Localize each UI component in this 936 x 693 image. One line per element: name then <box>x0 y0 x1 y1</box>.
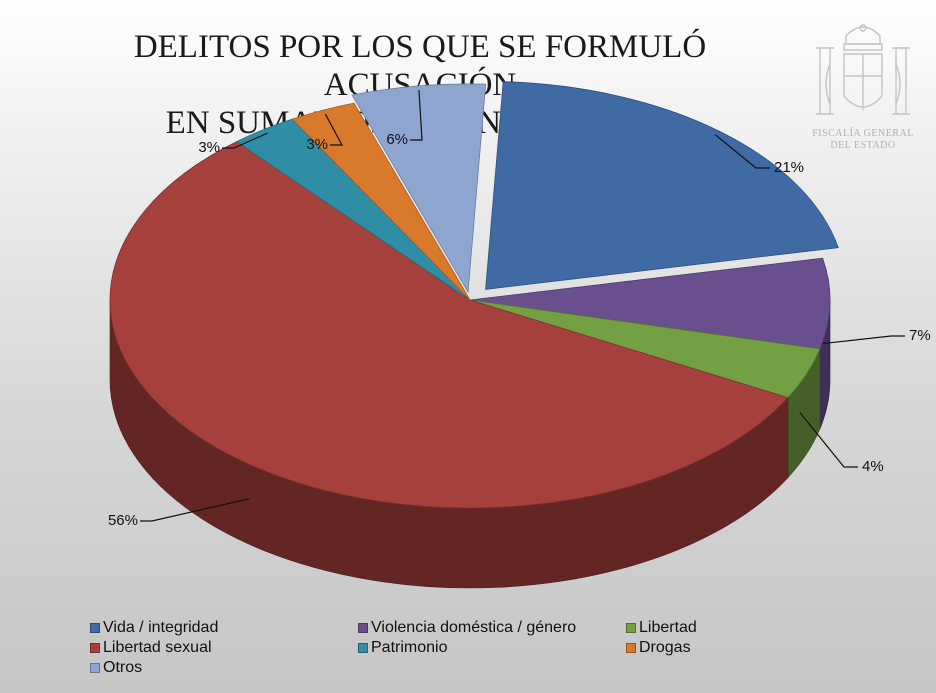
data-label-2: 7% <box>909 327 931 344</box>
legend-swatch <box>90 662 100 673</box>
legend-swatch <box>626 642 636 653</box>
legend-swatch <box>626 622 636 633</box>
legend-label: Patrimonio <box>371 638 448 656</box>
legend-item: Libertad <box>626 618 810 637</box>
legend-label: Vida / integridad <box>103 618 219 636</box>
data-label-6: 3% <box>306 136 328 153</box>
legend-swatch <box>90 642 100 653</box>
legend-label: Otros <box>103 658 143 676</box>
legend-swatch <box>90 622 100 633</box>
legend-item: Vida / integridad <box>90 618 358 637</box>
legend-item: Patrimonio <box>358 638 626 657</box>
legend-label: Libertad <box>639 618 697 636</box>
data-label-7: 6% <box>386 131 408 148</box>
data-label-5: 3% <box>198 139 220 156</box>
legend: Vida / integridad Violencia doméstica / g… <box>90 618 810 677</box>
leader-line-7 <box>410 90 423 141</box>
legend-item: Otros <box>90 658 358 677</box>
pie-labels: 21% 7% 4% 56% 3% 3% 6% <box>108 90 931 529</box>
legend-item: Violencia doméstica / género <box>358 618 626 637</box>
pie-top <box>109 81 839 509</box>
pie-slice-1 <box>485 81 839 290</box>
emblem-text-line-2: DEL ESTADO <box>830 140 896 151</box>
legend-label: Drogas <box>639 638 691 656</box>
pie-slice-2 <box>469 257 831 350</box>
legend-swatch <box>358 622 368 633</box>
legend-label: Libertad sexual <box>103 638 212 656</box>
leader-line-3 <box>799 412 858 468</box>
data-label-4: 56% <box>108 512 138 529</box>
legend-label: Violencia doméstica / género <box>371 618 577 636</box>
coat-of-arms-icon <box>816 24 910 115</box>
emblem-text-line-1: FISCALÍA GENERAL <box>812 128 914 139</box>
legend-swatch <box>358 642 368 653</box>
leader-line-5 <box>222 132 268 149</box>
data-label-1: 21% <box>774 159 804 176</box>
pie-slice-6 <box>291 102 471 301</box>
pie-slice-7 <box>351 83 487 294</box>
data-label-3: 4% <box>862 458 884 475</box>
pie-depth <box>109 299 831 589</box>
pie-chart: 21% 7% 4% 56% 3% 3% 6% <box>108 81 931 589</box>
legend-item: Libertad sexual <box>90 638 358 657</box>
leader-line-2 <box>822 335 905 345</box>
pie-slice-4 <box>109 141 789 509</box>
leader-line-4 <box>140 498 250 522</box>
legend-item: Drogas <box>626 638 810 657</box>
emblem-text: FISCALÍA GENERAL DEL ESTADO <box>800 128 926 152</box>
leader-line-6 <box>324 113 344 146</box>
leader-line-1 <box>714 134 770 169</box>
